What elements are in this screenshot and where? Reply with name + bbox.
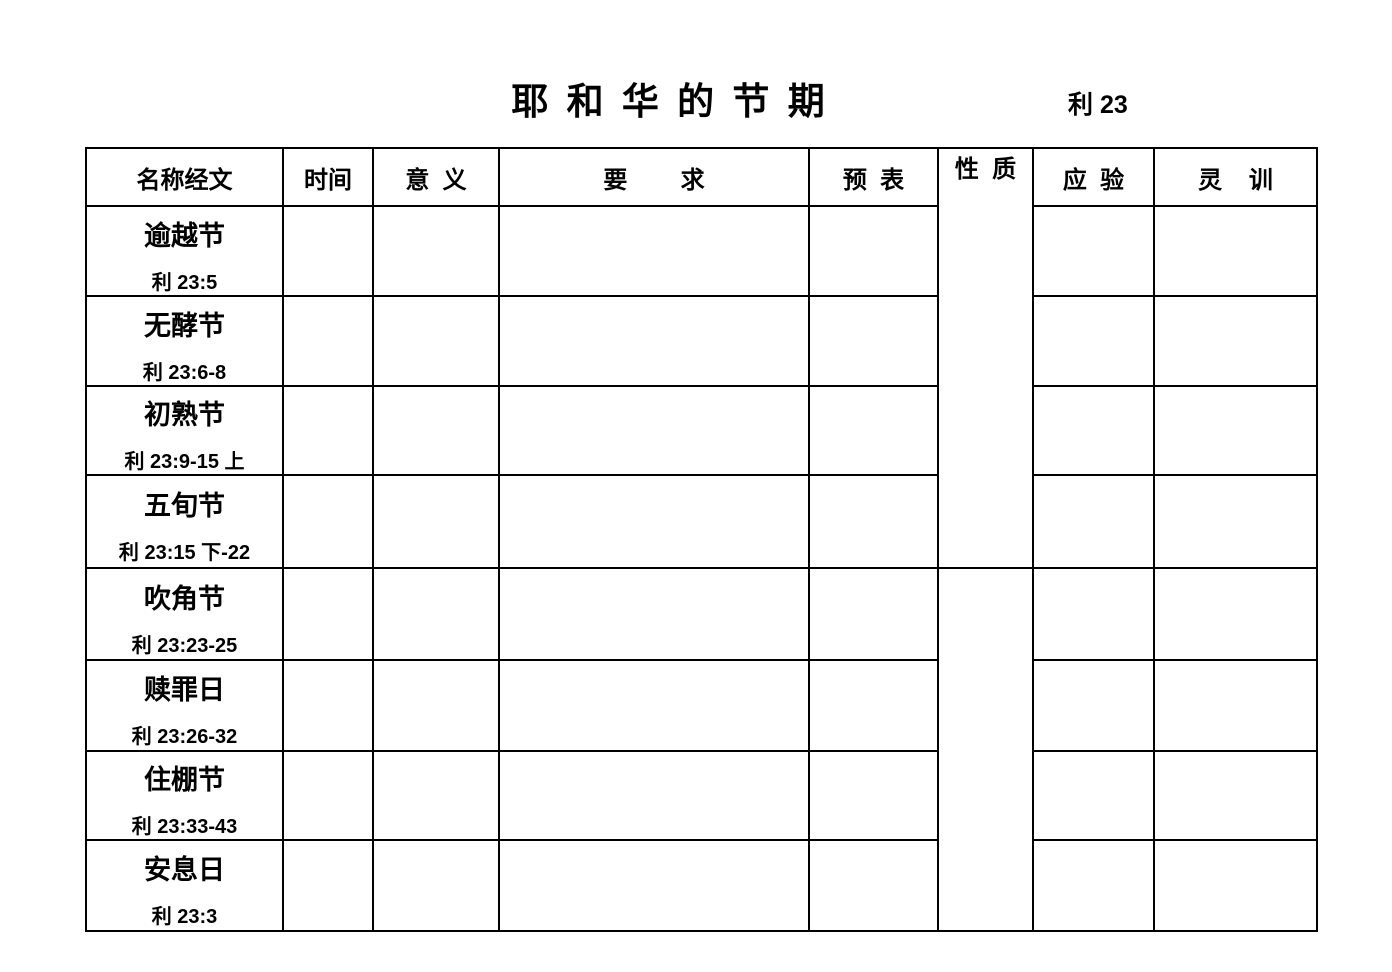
empty-cell — [808, 750, 939, 841]
feast-reference: 利 23:3 — [151, 906, 218, 928]
empty-cell — [282, 750, 374, 841]
empty-cell — [282, 474, 374, 569]
nature-merged-empty-cell — [937, 567, 1034, 932]
empty-cell — [808, 385, 939, 476]
empty-cell — [1153, 750, 1318, 841]
table-row-tabernacles: 住棚节 利 23:33-43 — [85, 750, 1318, 841]
empty-cell — [372, 567, 500, 661]
empty-cell — [1032, 385, 1155, 476]
feast-name: 住棚节 — [144, 765, 225, 795]
empty-cell — [808, 659, 939, 752]
feast-name: 逾越节 — [144, 220, 225, 251]
empty-cell — [1032, 567, 1155, 661]
feast-name: 无酵节 — [144, 310, 225, 341]
empty-cell — [498, 474, 810, 569]
empty-cell — [1032, 205, 1155, 297]
header-row: 名称经文 时间 意 义 要 求 预 表 性 质 应 验 灵 训 — [85, 147, 1318, 569]
feast-cell: 住棚节 利 23:33-43 — [85, 750, 284, 841]
empty-cell — [808, 295, 939, 387]
header-time: 时间 — [282, 147, 374, 207]
empty-cell — [498, 659, 810, 752]
empty-cell — [498, 567, 810, 661]
feast-reference: 利 23:23-25 — [131, 634, 238, 657]
empty-cell — [1153, 659, 1318, 752]
feast-reference: 利 23:33-43 — [131, 816, 238, 838]
feast-name: 安息日 — [144, 855, 225, 885]
empty-cell — [498, 205, 810, 297]
feast-reference: 利 23:6-8 — [142, 361, 227, 384]
empty-cell — [282, 385, 374, 476]
feast-cell: 无酵节 利 23:6-8 — [85, 295, 284, 387]
feast-cell: 逾越节 利 23:5 — [85, 205, 284, 297]
header-foreshadow: 预 表 — [808, 147, 939, 207]
empty-cell — [808, 474, 939, 569]
empty-cell — [808, 205, 939, 297]
feast-reference: 利 23:9-15 上 — [124, 451, 245, 473]
table-row-pentecost: 五旬节 利 23:15 下-22 — [85, 474, 1318, 569]
table-row-firstfruits: 初熟节 利 23:9-15 上 — [85, 385, 1318, 476]
table-row-passover: 逾越节 利 23:5 — [85, 205, 1318, 297]
feast-cell: 吹角节 利 23:23-25 — [85, 567, 284, 661]
empty-cell — [498, 750, 810, 841]
empty-cell — [1153, 474, 1318, 569]
header-name-scripture: 名称经文 — [85, 147, 284, 207]
empty-cell — [1032, 839, 1155, 932]
feast-name: 吹角节 — [144, 583, 225, 614]
empty-cell — [1032, 659, 1155, 752]
feast-reference: 利 23:15 下-22 — [118, 542, 251, 564]
feast-reference: 利 23:5 — [151, 271, 218, 294]
empty-cell — [808, 839, 939, 932]
empty-cell — [372, 474, 500, 569]
empty-cell — [372, 659, 500, 752]
header-fulfillment: 应 验 — [1032, 147, 1155, 207]
header-nature-merged-cell: 性 质 — [937, 147, 1034, 569]
empty-cell — [372, 295, 500, 387]
empty-cell — [1153, 385, 1318, 476]
empty-cell — [498, 295, 810, 387]
empty-cell — [1032, 750, 1155, 841]
page-title-reference: 利 23 — [1068, 91, 1128, 119]
empty-cell — [282, 205, 374, 297]
empty-cell — [1153, 205, 1318, 297]
empty-cell — [1153, 567, 1318, 661]
empty-cell — [372, 750, 500, 841]
header-spiritual-lesson: 灵 训 — [1153, 147, 1318, 207]
empty-cell — [1032, 295, 1155, 387]
empty-cell — [372, 385, 500, 476]
empty-cell — [1153, 839, 1318, 932]
empty-cell — [372, 205, 500, 297]
empty-cell — [282, 839, 374, 932]
feast-cell: 五旬节 利 23:15 下-22 — [85, 474, 284, 569]
feast-cell: 安息日 利 23:3 — [85, 839, 284, 932]
feasts-table: 名称经文 时间 意 义 要 求 预 表 性 质 应 验 灵 训 逾越节 利 23… — [85, 147, 1318, 932]
empty-cell — [282, 659, 374, 752]
feast-name: 初熟节 — [144, 400, 225, 430]
feast-cell: 赎罪日 利 23:26-32 — [85, 659, 284, 752]
empty-cell — [282, 295, 374, 387]
table-row-atonement: 赎罪日 利 23:26-32 — [85, 659, 1318, 752]
empty-cell — [498, 385, 810, 476]
table-row-unleavened-bread: 无酵节 利 23:6-8 — [85, 295, 1318, 387]
empty-cell — [808, 567, 939, 661]
table-row-trumpets: 吹角节 利 23:23-25 — [85, 567, 1318, 932]
empty-cell — [1153, 295, 1318, 387]
empty-cell — [282, 567, 374, 661]
feast-name: 五旬节 — [144, 491, 225, 521]
empty-cell — [498, 839, 810, 932]
feast-reference: 利 23:26-32 — [131, 726, 238, 748]
table-row-sabbath: 安息日 利 23:3 — [85, 839, 1318, 932]
empty-cell — [372, 839, 500, 932]
header-meaning: 意 义 — [372, 147, 500, 207]
empty-cell — [1032, 474, 1155, 569]
feast-cell: 初熟节 利 23:9-15 上 — [85, 385, 284, 476]
feast-name: 赎罪日 — [144, 675, 225, 705]
page-title: 耶 和 华 的 节 期 — [511, 81, 829, 122]
header-requirement: 要 求 — [498, 147, 810, 207]
